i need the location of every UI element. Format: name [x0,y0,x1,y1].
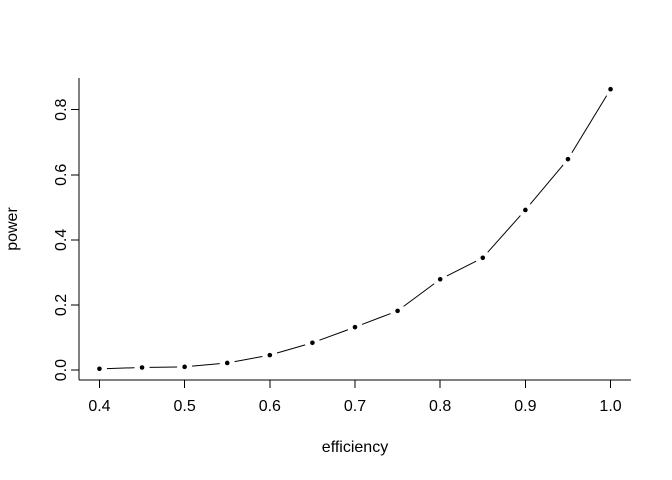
line-segment [319,329,349,341]
line-segment [234,355,263,363]
x-tick-label: 0.7 [344,398,366,415]
y-tick-label: 0.2 [53,294,70,316]
x-tick-label: 1.0 [599,398,621,415]
x-tick-label: 0.5 [174,398,196,415]
data-point [182,364,187,370]
data-point [352,324,358,330]
x-tick-label: 0.9 [514,398,536,415]
line-segment [446,260,477,277]
line-segment [361,313,391,325]
data-point [608,86,613,92]
line-segment [529,164,564,205]
y-tick-label: 0.4 [53,229,70,251]
line-segment [487,215,521,253]
data-point [139,365,145,370]
y-tick-label: 0.6 [53,164,70,186]
y-axis-title: power [4,207,21,251]
x-tick-label: 0.6 [259,398,281,415]
data-point [523,207,528,213]
x-axis-title: efficiency [321,439,389,456]
data-point [437,276,443,282]
line-segment [192,363,220,367]
data-point [224,360,230,366]
data-point [395,308,400,314]
y-tick-label: 0.0 [53,359,70,381]
line-segment [106,367,135,370]
line-segment [571,95,608,154]
x-tick-label: 0.8 [429,398,451,415]
y-tick-label: 0.8 [53,98,70,120]
data-point [565,156,571,162]
x-tick-label: 0.4 [88,398,110,415]
line-segment [276,344,306,354]
data-point [310,340,315,346]
data-point [267,352,273,358]
data-point [97,366,102,372]
line-segment [403,283,435,307]
data-point [480,255,486,261]
